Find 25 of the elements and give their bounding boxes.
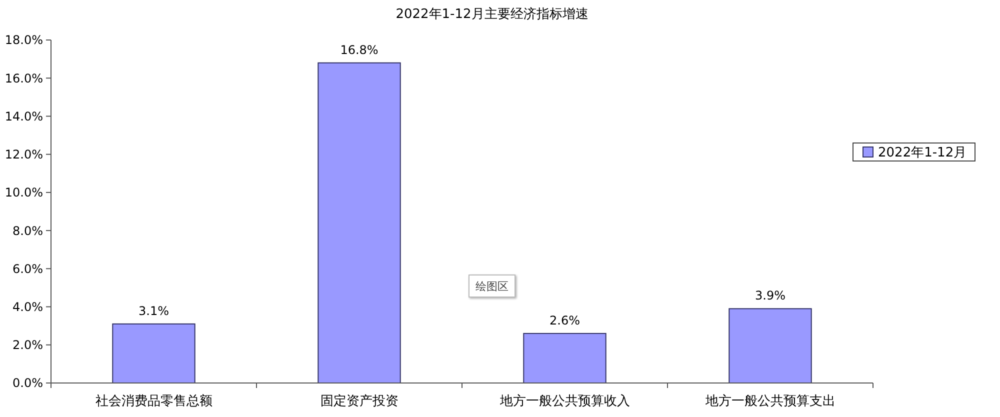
y-tick-label: 0.0% [12, 376, 43, 390]
legend-label: 2022年1-12月 [878, 146, 967, 161]
y-tick-label: 18.0% [4, 33, 43, 48]
y-tick-label: 4.0% [12, 300, 43, 314]
data-label: 3.1% [138, 304, 169, 318]
data-label: 3.9% [755, 288, 786, 303]
y-tick-label: 10.0% [4, 186, 43, 200]
bar [523, 332, 606, 384]
y-tick-label: 6.0% [12, 262, 43, 276]
data-label: 16.8% [340, 42, 378, 57]
bar [318, 62, 401, 384]
data-label: 2.6% [550, 313, 580, 328]
x-tick-label: 地方一般公共预算支出 [704, 393, 836, 409]
x-tick-label: 社会消费品零售总额 [95, 394, 212, 409]
annotation: 绘图区 [476, 280, 508, 293]
bar [728, 308, 812, 384]
y-tick-label: 12.0% [4, 148, 43, 162]
y-tick-label: 14.0% [4, 109, 43, 124]
y-tick-label: 8.0% [12, 224, 43, 238]
bar [112, 323, 196, 384]
y-tick-label: 16.0% [4, 71, 43, 86]
x-tick-label: 地方一般公共预算收入 [498, 393, 630, 409]
y-tick-label: 2.0% [12, 338, 43, 352]
x-tick-label: 固定资产投资 [320, 394, 398, 409]
chart-title: 2022年1-12月主要经济指标增速 [396, 6, 588, 22]
